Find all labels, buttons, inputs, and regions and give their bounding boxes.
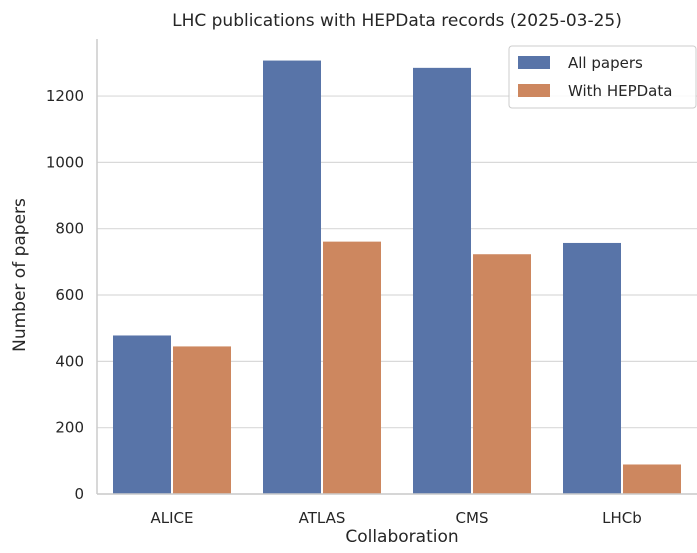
x-axis-label: Collaboration (345, 527, 458, 547)
legend-label-with-hepdata: With HEPData (568, 82, 672, 100)
y-tick-label: 0 (74, 485, 84, 503)
bar-cms-with-hepdata (473, 254, 531, 494)
bars (113, 60, 681, 494)
bar-cms-all-papers (413, 67, 471, 494)
legend-box (508, 45, 697, 109)
bar-alice-with-hepdata (173, 346, 231, 494)
bar-atlas-all-papers (263, 60, 321, 494)
chart-title: LHC publications with HEPData records (2… (172, 11, 622, 31)
legend-label-all-papers: All papers (568, 54, 643, 72)
axes (96, 39, 697, 495)
x-tick-label: CMS (456, 509, 489, 527)
y-tick-label: 200 (55, 419, 84, 437)
x-tick-label: ALICE (151, 509, 194, 527)
bar-alice-all-papers (113, 335, 171, 494)
legend-swatch-all-papers (518, 56, 550, 69)
y-tick-label: 1000 (46, 153, 84, 171)
bar-lhcb-with-hepdata (623, 464, 681, 494)
legend-swatch-with-hepdata (518, 84, 550, 97)
y-tick-labels: 0 200 400 600 800 1000 1200 (46, 87, 84, 503)
legend: All papers With HEPData (508, 45, 697, 109)
y-tick-label: 400 (55, 352, 84, 370)
y-tick-label: 800 (55, 220, 84, 238)
y-axis-label: Number of papers (10, 198, 30, 352)
y-tick-label: 1200 (46, 87, 84, 105)
x-tick-labels: ALICE ATLAS CMS LHCb (151, 509, 642, 527)
x-tick-label: ATLAS (299, 509, 346, 527)
bar-lhcb-all-papers (563, 242, 621, 494)
y-tick-label: 600 (55, 286, 84, 304)
x-tick-label: LHCb (602, 509, 642, 527)
bar-atlas-with-hepdata (323, 241, 381, 494)
